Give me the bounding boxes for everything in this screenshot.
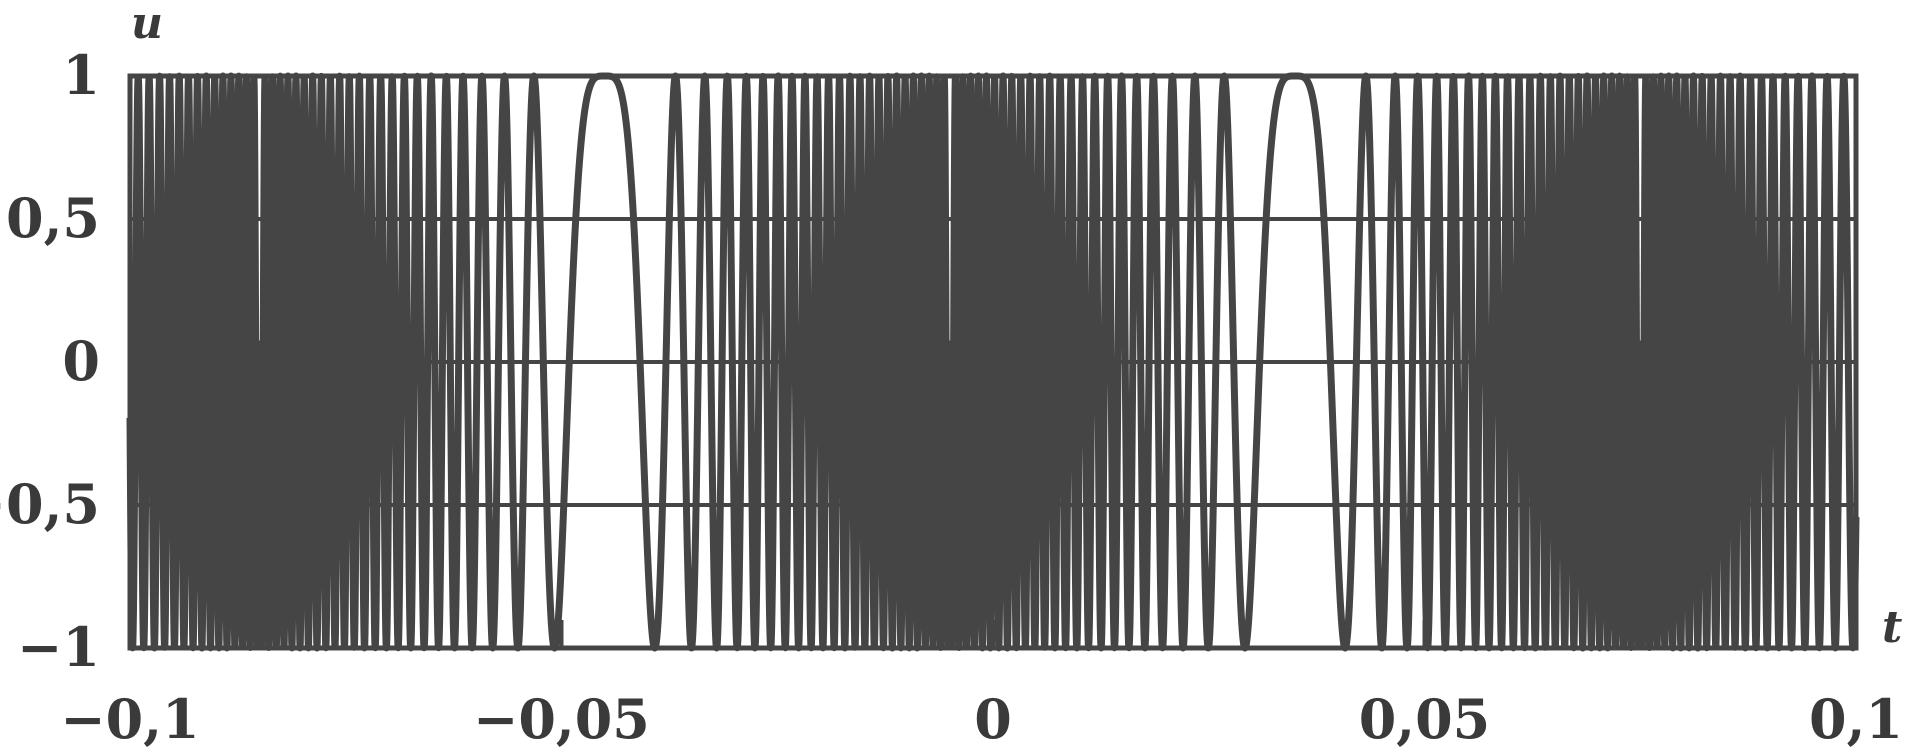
plot-frame	[127, 73, 1859, 651]
y-axis-label: u	[131, 0, 163, 49]
series-line	[126, 72, 1860, 652]
x-tick-label: 0,1	[1809, 687, 1903, 750]
y-tick-label: 0,5	[6, 186, 100, 250]
x-tick-labels: −0,1 −0,05 0 0,05 0,1	[60, 687, 1903, 750]
x-tick-label: 0,05	[1359, 687, 1491, 750]
x-axis-label: t	[1882, 602, 1902, 653]
y-tick-label: −0,5	[0, 472, 100, 536]
y-tick-label: 1	[62, 43, 100, 107]
y-tick-labels: 1 0,5 0 −0,5 −1	[0, 43, 100, 679]
y-tick-label: −1	[17, 615, 100, 679]
y-tick-label: 0	[62, 329, 100, 393]
x-tick-label: −0,05	[473, 687, 650, 750]
x-tick-label: −0,1	[60, 687, 199, 750]
plot-area	[126, 72, 1860, 652]
x-tick-label: 0	[974, 687, 1012, 750]
